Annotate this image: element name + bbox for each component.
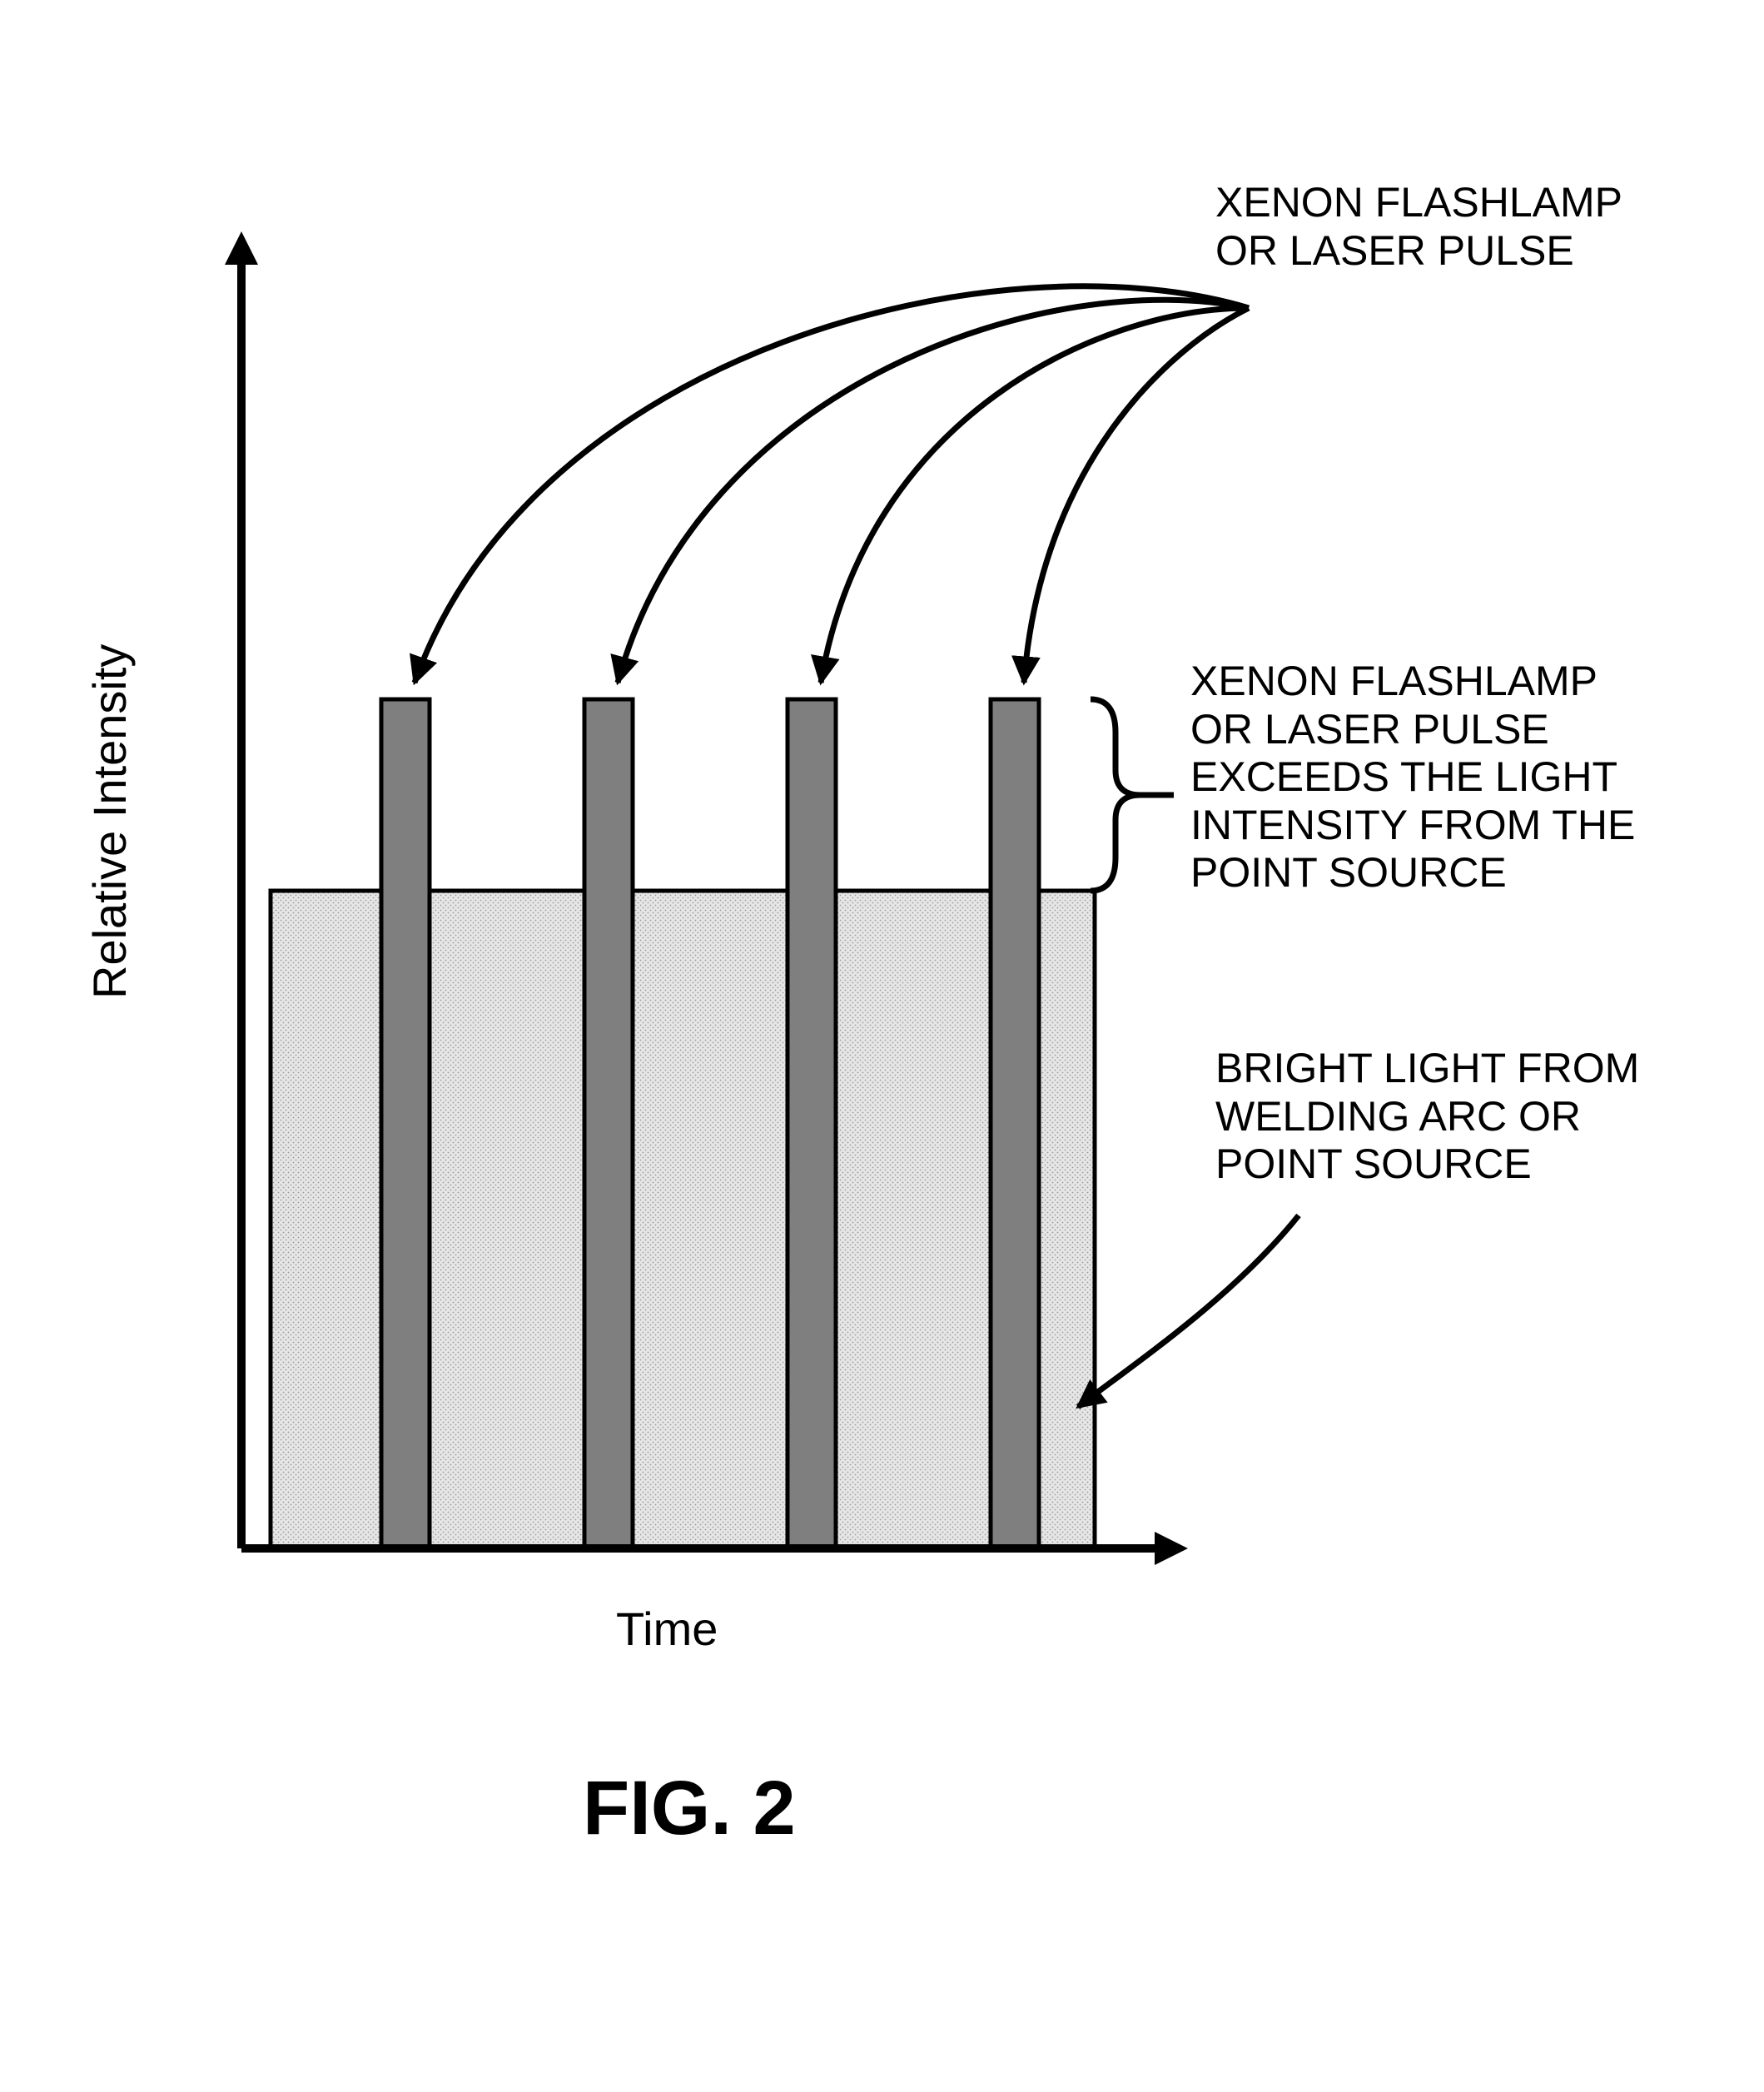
arrow-to-pulse-2 xyxy=(618,300,1249,683)
brace xyxy=(1091,699,1140,891)
bright-light-pointer xyxy=(1078,1215,1299,1407)
pulse-bar-3 xyxy=(788,699,836,1548)
arrow-to-pulse-4 xyxy=(1024,308,1249,683)
arrow-to-pulse-3 xyxy=(821,308,1249,683)
pulse-bar-1 xyxy=(381,699,430,1548)
pulse-bar-4 xyxy=(991,699,1039,1548)
top-pulse-arrows xyxy=(415,286,1249,683)
pulse-bar-2 xyxy=(584,699,633,1548)
diagram-svg xyxy=(0,0,1764,2092)
diagram-page: Relative Intensity Time FIG. 2 XENON FLA… xyxy=(0,0,1764,2092)
